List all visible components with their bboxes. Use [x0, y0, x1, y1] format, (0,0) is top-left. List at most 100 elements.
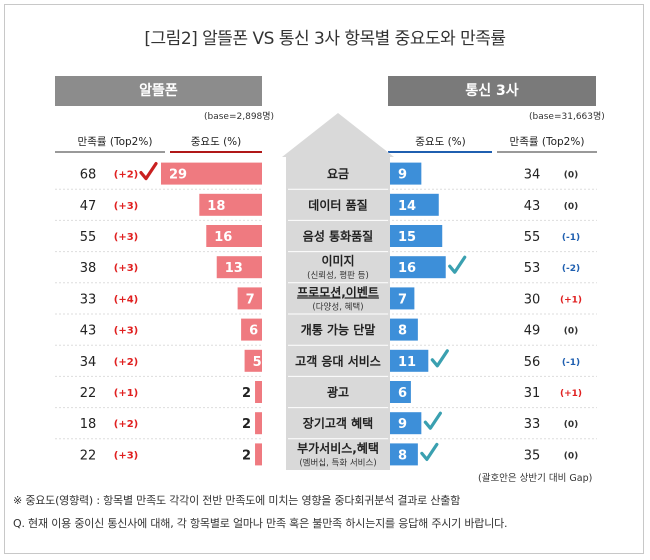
gap-note: (괄호안은 상반기 대비 Gap) [478, 473, 593, 484]
right-importance-bar [390, 287, 415, 310]
right-importance-label: 9 [398, 168, 407, 183]
left-importance-label: 7 [246, 292, 255, 307]
right-gap-value: (-1) [562, 233, 580, 243]
left-importance-label: 16 [214, 230, 232, 245]
right-satisfaction-value: 33 [524, 417, 541, 432]
right-gap-value: (0) [564, 171, 579, 181]
left-satisfaction-value: 47 [80, 199, 97, 214]
right-satisfaction-value: 43 [524, 199, 541, 214]
left-gap-value: (+3) [114, 263, 138, 274]
right-importance-label: 9 [398, 417, 407, 432]
left-gap-value: (+2) [114, 170, 138, 181]
category-label: 광고 [327, 385, 349, 400]
chart-title: [그림2] 알뜰폰 VS 통신 3사 항목별 중요도와 만족률 [144, 29, 506, 49]
left-gap-value: (+3) [114, 326, 138, 337]
left-importance-bar [241, 318, 262, 341]
right-gap-value: (0) [564, 327, 579, 337]
left-satisfaction-value: 34 [80, 355, 97, 370]
left-gap-value: (+3) [114, 450, 138, 461]
right-importance-bar [390, 381, 411, 403]
left-satisfaction-value: 33 [80, 292, 97, 307]
right-gap-value: (+1) [560, 389, 582, 399]
category-label: 이미지 [321, 253, 354, 268]
left-base: (base=2,898명) [204, 112, 275, 122]
right-col-underline-2 [497, 151, 597, 153]
left-satisfaction-value: 22 [80, 448, 97, 463]
right-importance-bar [390, 443, 418, 466]
right-gap-value: (0) [564, 451, 579, 461]
right-importance-bar [390, 162, 422, 185]
right-importance-bar [390, 412, 422, 435]
left-importance-bar [255, 412, 262, 435]
left-importance-label: 2 [242, 448, 251, 463]
right-satisfaction-value: 56 [524, 355, 541, 370]
left-satisfaction-value: 38 [80, 261, 97, 276]
right-col-importance: 중요도 (%) [415, 136, 466, 148]
right-base: (base=31,663명) [529, 112, 605, 122]
right-satisfaction-value: 49 [524, 324, 541, 339]
left-header: 알뜰폰 [55, 76, 262, 106]
left-importance-label: 13 [225, 261, 243, 276]
right-check-icon [420, 442, 439, 461]
left-satisfaction-value: 18 [80, 417, 97, 432]
right-header: 통신 3사 [388, 76, 596, 106]
right-importance-label: 11 [398, 355, 416, 370]
category-label: 음성 통화품질 [303, 229, 373, 244]
left-importance-label: 6 [249, 324, 258, 339]
left-importance-bar [206, 225, 262, 247]
left-importance-bar [244, 349, 262, 372]
chart-frame [4, 4, 644, 554]
category-sublabel: (다양성, 혜택) [312, 301, 363, 312]
category-sublabel: (멤버십, 특화 서비스) [299, 457, 376, 468]
right-satisfaction-value: 35 [524, 448, 541, 463]
right-importance-label: 15 [398, 230, 416, 245]
left-col-satisfaction: 만족률 (Top2%) [77, 136, 153, 148]
right-importance-bar [390, 225, 443, 247]
left-col-underline-2 [170, 151, 262, 153]
right-importance-label: 8 [398, 448, 407, 463]
right-importance-label: 6 [398, 386, 407, 401]
left-importance-bar [255, 381, 262, 403]
category-label: 개통 가능 단말 [301, 322, 376, 337]
right-check-icon [430, 349, 449, 368]
left-satisfaction-value: 43 [80, 324, 97, 339]
left-gap-value: (+4) [114, 294, 138, 305]
right-importance-bar [390, 318, 418, 341]
right-satisfaction-value: 53 [524, 261, 541, 276]
category-label: 데이터 품질 [308, 197, 367, 212]
right-gap-value: (0) [564, 420, 579, 430]
left-importance-label: 18 [207, 199, 225, 214]
left-importance-bar [237, 287, 262, 310]
right-gap-value: (-2) [562, 264, 580, 274]
left-col-underline-1 [55, 151, 165, 153]
right-importance-label: 14 [398, 199, 416, 214]
footnote-question: Q. 현재 이용 중이신 통신사에 대해, 각 항목별로 얼마나 만족 혹은 불… [13, 517, 508, 530]
right-satisfaction-value: 30 [524, 292, 541, 307]
right-gap-value: (0) [564, 202, 579, 212]
right-col-satisfaction: 만족률 (Top2%) [509, 136, 585, 148]
right-importance-label: 16 [398, 261, 416, 276]
right-importance-label: 8 [398, 324, 407, 339]
left-check-icon [139, 162, 158, 181]
left-importance-bar [216, 256, 262, 279]
category-sublabel: (신뢰성, 평판 등) [307, 270, 369, 281]
footnote-importance: ※ 중요도(영향력) : 항목별 만족도 각각이 전반 만족도에 미치는 영향을… [13, 494, 461, 507]
category-label: 프로모션,이벤트 [297, 284, 379, 299]
left-importance-label: 5 [253, 355, 262, 370]
left-importance-label: 2 [242, 386, 251, 401]
left-satisfaction-value: 68 [80, 168, 97, 183]
right-importance-label: 7 [398, 292, 407, 307]
left-gap-value: (+1) [114, 388, 138, 399]
right-gap-value: (-1) [562, 358, 580, 368]
right-col-underline-1 [388, 151, 492, 153]
left-importance-bar [255, 443, 262, 466]
left-importance-bar [161, 162, 262, 185]
right-gap-value: (+1) [560, 295, 582, 305]
right-check-icon [448, 255, 467, 274]
left-gap-value: (+2) [114, 357, 138, 368]
center-arrow-head [282, 113, 394, 157]
left-importance-bar [199, 193, 262, 216]
category-label: 장기고객 혜택 [303, 416, 373, 431]
right-check-icon [423, 411, 442, 430]
